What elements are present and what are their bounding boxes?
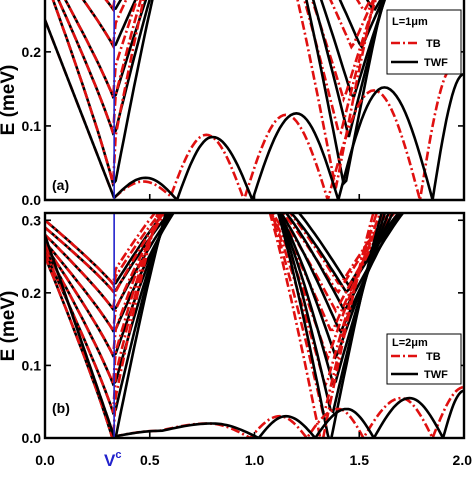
panel-a-tb-upper-band bbox=[104, 0, 373, 13]
panel-a-twf-lowest-band-left bbox=[45, 19, 116, 199]
panel-a-ylabel: E (meV) bbox=[0, 65, 19, 136]
vc-marker-label: Vc bbox=[104, 449, 121, 470]
panel-b-legend-twf-label: TWF bbox=[424, 369, 448, 381]
panel-b-ytick-label: 0.3 bbox=[22, 212, 42, 228]
panel-a-legend-tb-label: TB bbox=[426, 38, 441, 50]
panel-b-twf-upper-band bbox=[45, 213, 401, 289]
panel-b-ytick-label: 0.2 bbox=[22, 285, 42, 301]
panel-b-tb-upper-band bbox=[45, 213, 392, 288]
panel-a-twf-lowest-band bbox=[113, 72, 464, 200]
panel-a-label: (a) bbox=[52, 177, 69, 193]
panel-a-ytick-label: 0.0 bbox=[22, 192, 42, 208]
panel-a-ticks: 0.0 0.1 0.2 bbox=[22, 44, 465, 208]
panel-b-label: (b) bbox=[52, 400, 70, 416]
panel-a-ytick-label: 0.2 bbox=[22, 44, 42, 60]
panel-b-ticks: 0.0 0.1 0.2 0.3 0.0 0.5 1.0 1.5 2.0 bbox=[22, 212, 473, 468]
vc-marker-main: V bbox=[104, 451, 116, 470]
vc-marker-sup: c bbox=[115, 449, 121, 461]
panel-b-ytick-label: 0.1 bbox=[22, 357, 42, 373]
panel-a-legend-title: L=1μm bbox=[392, 16, 428, 28]
panel-b-twf-upper-band bbox=[45, 213, 383, 438]
panel-a-legend-twf-label: TWF bbox=[424, 57, 448, 69]
panel-b-ylabel: E (meV) bbox=[0, 291, 19, 362]
panel-b-curves bbox=[45, 213, 464, 438]
panel-b-xtick-label: 1.5 bbox=[350, 452, 370, 468]
panel-b: 0.0 0.1 0.2 0.3 0.0 0.5 1.0 1.5 2.0 (b) L=2μm TB… bbox=[0, 211, 473, 468]
panel-b-twf-upper-band bbox=[45, 213, 395, 360]
panel-b-xtick-label: 0.5 bbox=[140, 452, 160, 468]
panel-a: 0.0 0.1 0.2 (a) L=1μm TB TWF E (meV) bbox=[0, 0, 466, 208]
panel-a-legend: L=1μm TB TWF bbox=[386, 9, 462, 75]
panel-b-xtick-label: 2.0 bbox=[453, 452, 473, 468]
panel-b-legend-tb-label: TB bbox=[426, 351, 441, 363]
panel-b-twf-lowest-band-left bbox=[45, 235, 116, 437]
panel-b-tb-upper-band bbox=[45, 213, 386, 362]
panel-a-ytick-label: 0.1 bbox=[22, 118, 42, 134]
panel-b-xtick-label: 1.0 bbox=[245, 452, 265, 468]
panel-b-legend-box bbox=[386, 333, 462, 385]
panel-b-tb-upper-band bbox=[45, 213, 375, 438]
panel-b-legend: L=2μm TB TWF bbox=[386, 333, 462, 385]
panel-a-tb-lowest-band bbox=[113, 65, 454, 200]
panel-b-twf-lowest-band bbox=[113, 389, 464, 438]
panel-b-frame bbox=[43, 211, 466, 440]
panel-b-xtick-label: 0.0 bbox=[35, 452, 55, 468]
panel-b-legend-title: L=2μm bbox=[392, 337, 428, 349]
panel-b-ytick-label: 0.0 bbox=[22, 430, 42, 446]
